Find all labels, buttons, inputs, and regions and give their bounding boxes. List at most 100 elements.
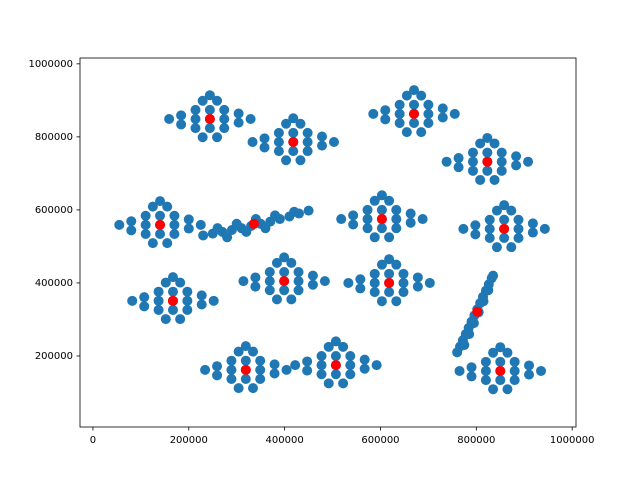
data-point	[499, 233, 510, 244]
data-point	[330, 369, 341, 380]
data-point	[212, 132, 223, 143]
data-point	[509, 365, 520, 376]
data-point	[183, 223, 194, 234]
data-point	[316, 369, 327, 380]
data-point	[424, 277, 435, 288]
data-point	[343, 277, 354, 288]
data-point	[139, 292, 150, 303]
data-point	[454, 365, 465, 376]
data-point	[362, 223, 373, 234]
data-point	[458, 223, 469, 234]
data-point	[295, 118, 306, 129]
data-point	[139, 301, 150, 312]
data-point	[219, 104, 230, 115]
data-point	[167, 272, 178, 283]
data-point	[491, 205, 502, 216]
data-point	[302, 365, 313, 376]
data-point	[416, 127, 427, 138]
data-point	[279, 285, 290, 296]
data-point	[502, 384, 513, 395]
data-point	[226, 355, 237, 366]
data-point	[467, 165, 478, 176]
data-point	[316, 360, 327, 371]
x-tick-label: 200000	[170, 435, 208, 446]
data-point	[286, 294, 297, 305]
data-point	[336, 214, 347, 225]
data-point	[527, 218, 538, 229]
data-point	[289, 206, 300, 217]
data-point	[496, 147, 507, 158]
data-point	[190, 113, 201, 124]
data-point	[269, 359, 280, 370]
data-point	[369, 195, 380, 206]
data-point	[114, 219, 125, 230]
data-point	[464, 329, 475, 340]
data-point	[401, 127, 412, 138]
data-point	[212, 361, 223, 372]
data-point	[391, 259, 402, 270]
data-point	[423, 99, 434, 110]
data-point	[212, 223, 223, 234]
data-point	[478, 296, 489, 307]
data-point	[293, 276, 304, 287]
data-point	[303, 205, 314, 216]
data-point	[197, 95, 208, 106]
data-point	[453, 162, 464, 173]
data-point	[509, 356, 520, 367]
data-point	[255, 364, 266, 375]
data-point	[190, 123, 201, 134]
data-point	[250, 281, 261, 292]
data-point	[376, 259, 387, 270]
data-point	[155, 219, 166, 230]
data-point	[466, 362, 477, 373]
data-point	[475, 174, 486, 185]
data-point	[362, 214, 373, 225]
data-point	[380, 114, 391, 125]
x-tick-label: 600000	[361, 435, 399, 446]
data-point	[219, 113, 230, 124]
data-point	[182, 295, 193, 306]
data-point	[271, 257, 282, 268]
data-point	[160, 314, 171, 325]
data-point	[482, 165, 493, 176]
data-point	[369, 287, 380, 298]
data-point	[240, 341, 251, 352]
data-point	[281, 118, 292, 129]
data-point	[176, 119, 187, 130]
data-point	[416, 90, 427, 101]
data-point	[391, 296, 402, 307]
data-point	[240, 373, 251, 384]
data-point	[511, 151, 522, 162]
data-point	[527, 227, 538, 238]
data-point	[241, 226, 252, 237]
data-point	[264, 276, 275, 287]
data-point	[488, 347, 499, 358]
data-point	[369, 232, 380, 243]
data-point	[511, 160, 522, 171]
data-point	[489, 174, 500, 185]
data-point	[169, 219, 180, 230]
data-point	[398, 277, 409, 288]
data-point	[409, 99, 420, 110]
data-point	[417, 214, 428, 225]
data-point	[369, 268, 380, 279]
data-point	[127, 295, 138, 306]
data-point	[348, 210, 359, 221]
data-point	[317, 140, 328, 151]
data-point	[499, 214, 510, 225]
data-point	[376, 223, 387, 234]
data-point	[394, 117, 405, 128]
data-point	[502, 347, 513, 358]
x-tick-label: 400000	[266, 435, 304, 446]
data-point	[279, 266, 290, 277]
data-point	[153, 286, 164, 297]
data-point	[233, 108, 244, 119]
data-point	[208, 295, 219, 306]
data-point	[316, 350, 327, 361]
data-point	[482, 156, 493, 167]
data-point	[204, 104, 215, 115]
data-point	[238, 276, 249, 287]
data-point	[295, 155, 306, 166]
data-point	[467, 156, 478, 167]
